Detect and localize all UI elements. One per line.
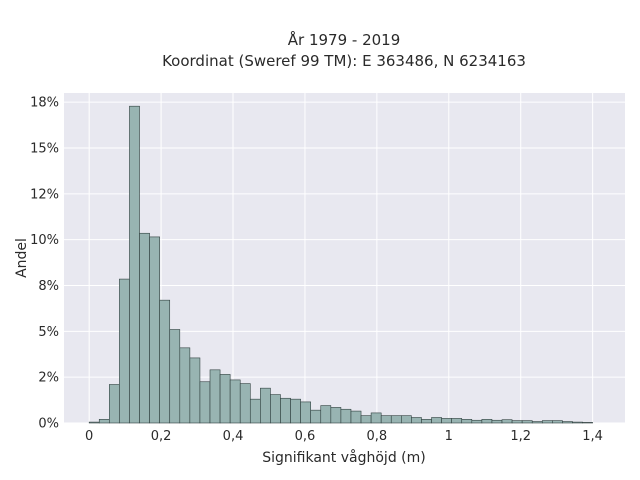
chart-title-line1: År 1979 - 2019 — [288, 30, 401, 49]
histogram-bar — [149, 236, 160, 424]
histogram-bar — [119, 278, 130, 424]
y-axis-ticks: 0% 2% 5% 8% 10% 12% 15% 18% — [30, 96, 59, 432]
histogram-bar — [320, 405, 332, 424]
histogram-bar — [491, 419, 503, 424]
histogram-bar — [300, 401, 311, 424]
histogram-bar — [380, 415, 392, 424]
histogram-bar — [199, 381, 211, 424]
histogram-bar — [441, 418, 452, 424]
x-tick-label: 1,2 — [510, 429, 531, 444]
histogram-bar — [582, 422, 593, 424]
histogram-bar — [471, 419, 483, 424]
histogram-bar — [340, 408, 352, 424]
histogram-bar — [290, 398, 301, 424]
x-tick-label: 0,4 — [223, 429, 244, 444]
histogram-bar — [562, 421, 573, 424]
bars-group — [88, 105, 593, 424]
histogram-bar — [280, 397, 291, 424]
histogram-bar — [179, 347, 191, 424]
y-tick-label: 5% — [38, 325, 59, 340]
histogram-bar — [260, 387, 271, 424]
histogram-bar — [421, 419, 432, 424]
histogram-bar — [461, 419, 473, 424]
histogram-bar — [451, 418, 463, 424]
histogram-bar — [139, 232, 150, 424]
x-tick-label: 0,2 — [151, 429, 172, 444]
histogram-bar — [501, 419, 513, 424]
histogram-bar — [310, 409, 322, 424]
histogram-bar — [239, 383, 251, 424]
histogram-bar — [531, 421, 543, 424]
x-tick-label: 1,4 — [582, 429, 603, 444]
histogram-bar — [209, 369, 221, 424]
histogram-bar — [98, 419, 110, 424]
histogram-bar — [189, 357, 201, 424]
histogram-bar — [360, 415, 372, 424]
y-tick-label: 18% — [30, 96, 59, 111]
y-tick-label: 8% — [38, 279, 59, 294]
histogram-bar — [129, 105, 140, 424]
y-tick-label: 0% — [38, 417, 59, 432]
chart-title-line2: Koordinat (Sweref 99 TM): E 363486, N 62… — [162, 52, 526, 70]
x-tick-label: 0 — [85, 429, 93, 444]
y-axis-label: Andel — [14, 238, 30, 278]
histogram-bar — [370, 412, 382, 424]
x-tick-label: 0,6 — [295, 429, 316, 444]
histogram-bar — [330, 407, 342, 424]
histogram-bar — [511, 420, 523, 424]
histogram-bar — [411, 417, 422, 424]
x-tick-label: 1 — [445, 429, 453, 444]
histogram-bar — [159, 299, 171, 424]
histogram-bar — [390, 415, 402, 424]
histogram-bar — [88, 421, 100, 424]
histogram-bar — [431, 417, 442, 424]
histogram-bar — [350, 410, 362, 424]
histogram-bar — [249, 398, 261, 424]
histogram-bar — [521, 420, 533, 424]
histogram-bar — [270, 394, 281, 424]
y-tick-label: 15% — [30, 142, 59, 157]
y-tick-label: 12% — [30, 187, 59, 202]
histogram-bar — [229, 379, 241, 424]
histogram-bar — [109, 384, 120, 424]
x-axis-ticks: 0 0,2 0,4 0,6 0,8 1 1,2 1,4 — [85, 429, 603, 444]
histogram-bar — [481, 419, 493, 424]
x-tick-label: 0,8 — [367, 429, 388, 444]
histogram-bar — [219, 374, 231, 424]
histogram-bar — [169, 329, 181, 424]
histogram-bar — [572, 421, 583, 424]
histogram-bar — [401, 415, 412, 424]
histogram-bar — [541, 420, 553, 424]
x-axis-label: Signifikant våghöjd (m) — [262, 449, 425, 466]
y-tick-label: 10% — [30, 233, 59, 248]
histogram-bar — [552, 420, 563, 424]
y-tick-label: 2% — [38, 371, 59, 386]
